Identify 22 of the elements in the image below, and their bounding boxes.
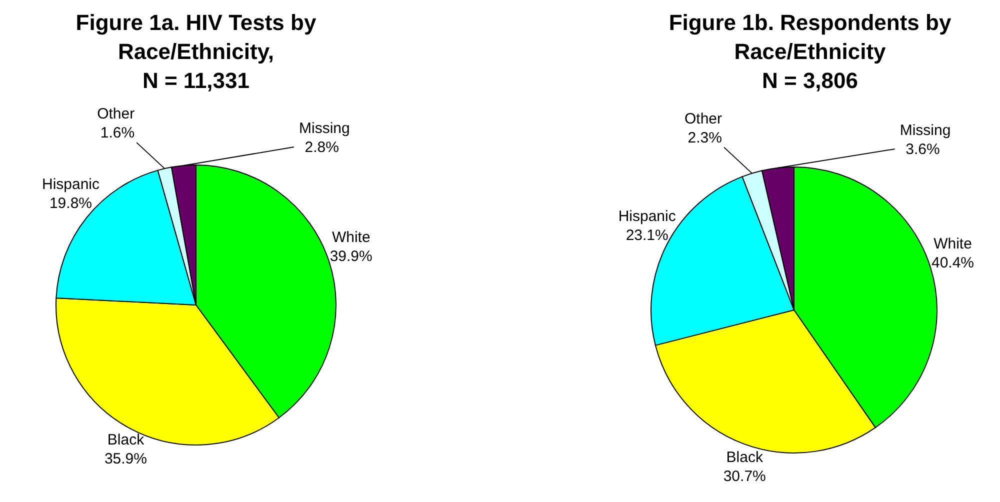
slice-label: Black <box>107 432 145 449</box>
data-label: 35.9% <box>104 450 147 468</box>
data-label: 2.8% <box>304 139 339 156</box>
data-label: 19.8% <box>49 195 92 212</box>
data-label: 1.6% <box>100 124 135 142</box>
slice-label: Black <box>726 449 764 466</box>
data-label: 2.3% <box>688 129 722 146</box>
chart-title: Figure 1a. HIV Tests by Race/Ethnicity, N = 11,331 <box>76 10 317 93</box>
data-label: 30.7% <box>723 468 766 486</box>
data-label: 40.4% <box>931 254 974 272</box>
slice-label: White <box>332 228 370 246</box>
data-label: 39.9% <box>330 248 372 265</box>
slice-label: Hispanic <box>618 208 676 225</box>
data-label: 3.6% <box>906 141 940 158</box>
chart-title: Figure 1b. Respondents by Race/Ethnicity N = 3,806 <box>668 10 952 93</box>
slice-label: Hispanic <box>42 176 100 194</box>
slice-label: Missing <box>900 122 951 139</box>
slice-label: Other <box>684 110 722 128</box>
data-label: 23.1% <box>626 226 668 244</box>
slice-label: Other <box>97 106 135 123</box>
slice-label: Missing <box>299 120 350 137</box>
slice-label: White <box>934 235 972 252</box>
